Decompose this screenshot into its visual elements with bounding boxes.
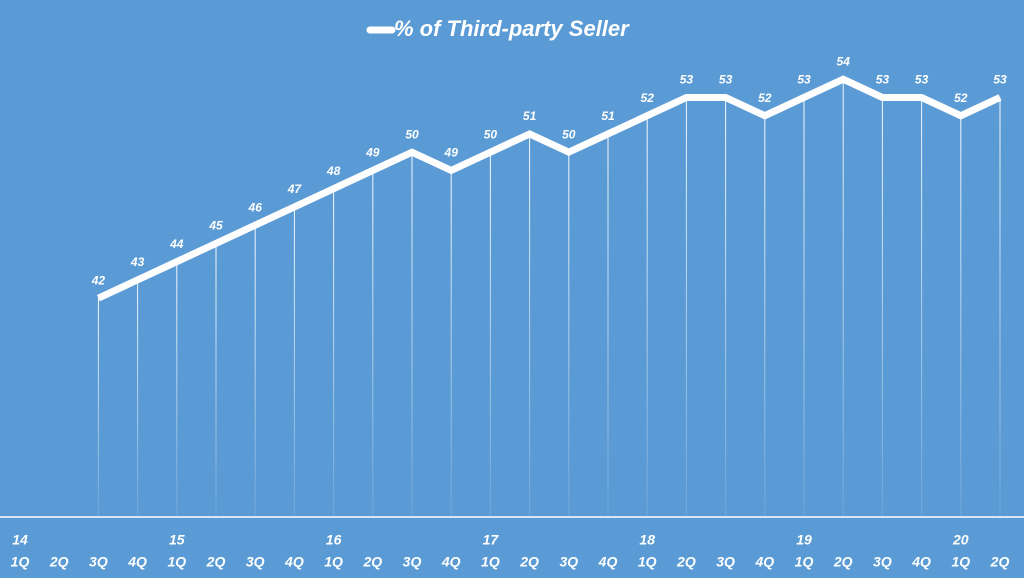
data-label: 43 — [130, 255, 145, 269]
x-tick-label: 1Q — [324, 554, 343, 570]
x-tick-label: 2Q — [49, 554, 69, 570]
year-label: 15 — [169, 532, 185, 548]
drop-line — [176, 261, 178, 517]
x-tick-label: 3Q — [246, 554, 265, 570]
year-label: 16 — [326, 532, 342, 548]
x-tick-label: 4Q — [754, 554, 774, 570]
drop-line — [450, 170, 452, 517]
drop-line — [372, 170, 374, 517]
data-label: 51 — [523, 109, 537, 123]
x-tick-label: 4Q — [441, 554, 461, 570]
x-tick-label: 3Q — [559, 554, 578, 570]
data-label: 53 — [680, 73, 694, 87]
x-tick-label: 1Q — [795, 554, 814, 570]
x-tick-label: 1Q — [951, 554, 970, 570]
year-label: 14 — [12, 532, 28, 548]
x-tick-label: 2Q — [676, 554, 696, 570]
drop-line — [489, 152, 491, 517]
drop-line — [725, 97, 727, 517]
data-label: 53 — [993, 73, 1007, 87]
data-label: 49 — [365, 146, 380, 160]
data-label: 52 — [641, 91, 655, 105]
data-label: 50 — [562, 127, 576, 141]
drop-line — [999, 97, 1001, 517]
legend-label: % of Third-party Seller — [394, 16, 630, 41]
data-label: 47 — [287, 182, 303, 196]
x-tick-label: 1Q — [638, 554, 657, 570]
x-tick-label: 1Q — [481, 554, 500, 570]
data-label: 54 — [837, 54, 851, 68]
drop-line — [568, 152, 570, 517]
x-tick-label: 2Q — [519, 554, 539, 570]
drop-line — [333, 188, 335, 517]
x-tick-label: 3Q — [716, 554, 735, 570]
data-label: 53 — [797, 73, 811, 87]
x-tick-label: 4Q — [284, 554, 304, 570]
data-label: 45 — [208, 219, 223, 233]
data-label: 44 — [169, 237, 184, 251]
data-label: 42 — [91, 273, 106, 287]
drop-line — [960, 115, 962, 517]
drop-line — [137, 279, 139, 517]
drop-line — [881, 97, 883, 517]
data-label: 50 — [484, 127, 498, 141]
x-tick-label: 2Q — [990, 554, 1010, 570]
data-label: 46 — [248, 200, 263, 214]
x-tick-label: 2Q — [833, 554, 853, 570]
drop-line — [529, 133, 531, 517]
data-label: 48 — [326, 164, 341, 178]
drop-line — [685, 97, 687, 517]
drop-line — [921, 97, 923, 517]
drop-line — [254, 225, 256, 517]
data-label: 52 — [954, 91, 968, 105]
x-tick-label: 3Q — [89, 554, 108, 570]
data-label: 53 — [915, 73, 929, 87]
drop-line — [842, 79, 844, 518]
data-label: 51 — [601, 109, 615, 123]
drop-line — [293, 206, 295, 518]
x-tick-label: 4Q — [127, 554, 147, 570]
x-tick-label: 3Q — [403, 554, 422, 570]
year-label: 18 — [639, 532, 655, 548]
drop-line — [215, 243, 217, 517]
x-tick-label: 1Q — [167, 554, 186, 570]
data-label: 53 — [876, 73, 890, 87]
x-tick-label: 4Q — [911, 554, 931, 570]
line — [96, 75, 1002, 302]
drop-line — [646, 115, 648, 517]
drop-line — [764, 115, 766, 517]
x-tick-label: 1Q — [11, 554, 30, 570]
x-tick-label: 4Q — [598, 554, 618, 570]
drop-line — [607, 133, 609, 517]
x-tick-label: 3Q — [873, 554, 892, 570]
x-tick-label: 2Q — [206, 554, 226, 570]
drop-line — [97, 298, 99, 517]
drop-line — [411, 152, 413, 517]
year-label: 19 — [796, 532, 812, 548]
year-label: 17 — [483, 532, 500, 548]
data-label: 50 — [405, 127, 419, 141]
drop-line — [803, 97, 805, 517]
data-label: 53 — [719, 73, 733, 87]
x-tick-label: 2Q — [362, 554, 382, 570]
year-label: 20 — [952, 532, 969, 548]
data-label: 49 — [444, 146, 459, 160]
data-label: 52 — [758, 91, 772, 105]
